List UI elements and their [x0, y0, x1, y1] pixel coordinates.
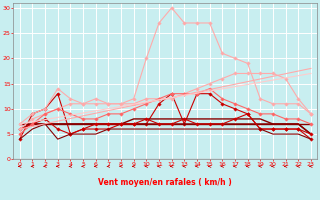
X-axis label: Vent moyen/en rafales ( km/h ): Vent moyen/en rafales ( km/h )	[99, 178, 232, 187]
